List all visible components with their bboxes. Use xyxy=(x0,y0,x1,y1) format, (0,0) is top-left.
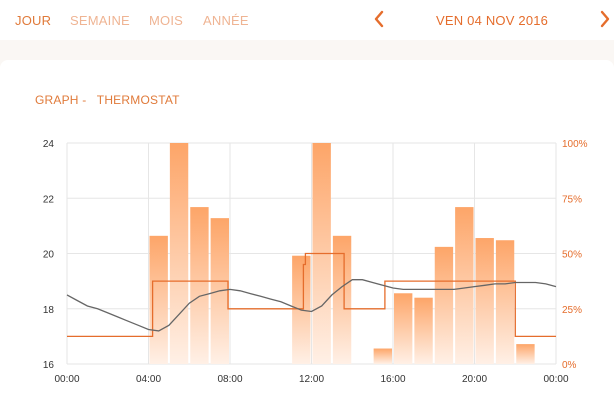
heating-bar xyxy=(434,246,454,364)
graph-title: GRAPH - THERMOSTAT xyxy=(35,93,180,107)
tab-day[interactable]: JOUR xyxy=(15,13,52,28)
heating-bar xyxy=(394,293,413,364)
y-left-tick-label: 18 xyxy=(43,305,55,316)
tab-week[interactable]: SEMAINE xyxy=(70,13,130,28)
x-tick-label: 00:00 xyxy=(54,374,79,385)
tab-year[interactable]: ANNÉE xyxy=(203,13,249,28)
y-right-tick-label: 25% xyxy=(562,305,582,316)
heating-bar xyxy=(495,240,515,364)
x-tick-label: 16:00 xyxy=(380,374,405,385)
y-right-tick-label: 0% xyxy=(562,360,577,371)
y-left-tick-label: 24 xyxy=(43,139,55,150)
heating-bar xyxy=(190,207,209,364)
heating-bar xyxy=(169,143,189,364)
y-left-tick-label: 20 xyxy=(43,250,55,261)
heating-bar xyxy=(373,348,392,364)
current-date: VEN 04 NOV 2016 xyxy=(436,13,549,28)
heating-bar xyxy=(455,207,474,364)
y-right-tick-label: 75% xyxy=(562,194,582,205)
heating-bar xyxy=(414,297,433,364)
tab-month[interactable]: MOIS xyxy=(149,13,184,28)
x-tick-label: 04:00 xyxy=(136,374,161,385)
y-left-tick-label: 22 xyxy=(43,194,55,205)
chevron-right-icon[interactable] xyxy=(596,9,614,29)
chevron-left-icon[interactable] xyxy=(370,9,388,29)
heating-bar xyxy=(516,344,535,364)
y-right-tick-label: 100% xyxy=(562,139,588,150)
y-right-tick-label: 50% xyxy=(562,250,582,261)
x-tick-label: 20:00 xyxy=(462,374,487,385)
temperature-line xyxy=(66,279,557,332)
x-tick-label: 08:00 xyxy=(217,374,242,385)
heating-bar xyxy=(332,235,352,364)
y-left-tick-label: 16 xyxy=(43,360,55,371)
top-bar: JOUR SEMAINE MOIS ANNÉE VEN 04 NOV 2016 xyxy=(0,0,614,40)
setpoint-line xyxy=(67,252,556,338)
heating-bar xyxy=(475,238,494,364)
heating-bar xyxy=(149,235,168,364)
x-tick-label: 00:00 xyxy=(543,374,568,385)
x-tick-label: 12:00 xyxy=(299,374,324,385)
